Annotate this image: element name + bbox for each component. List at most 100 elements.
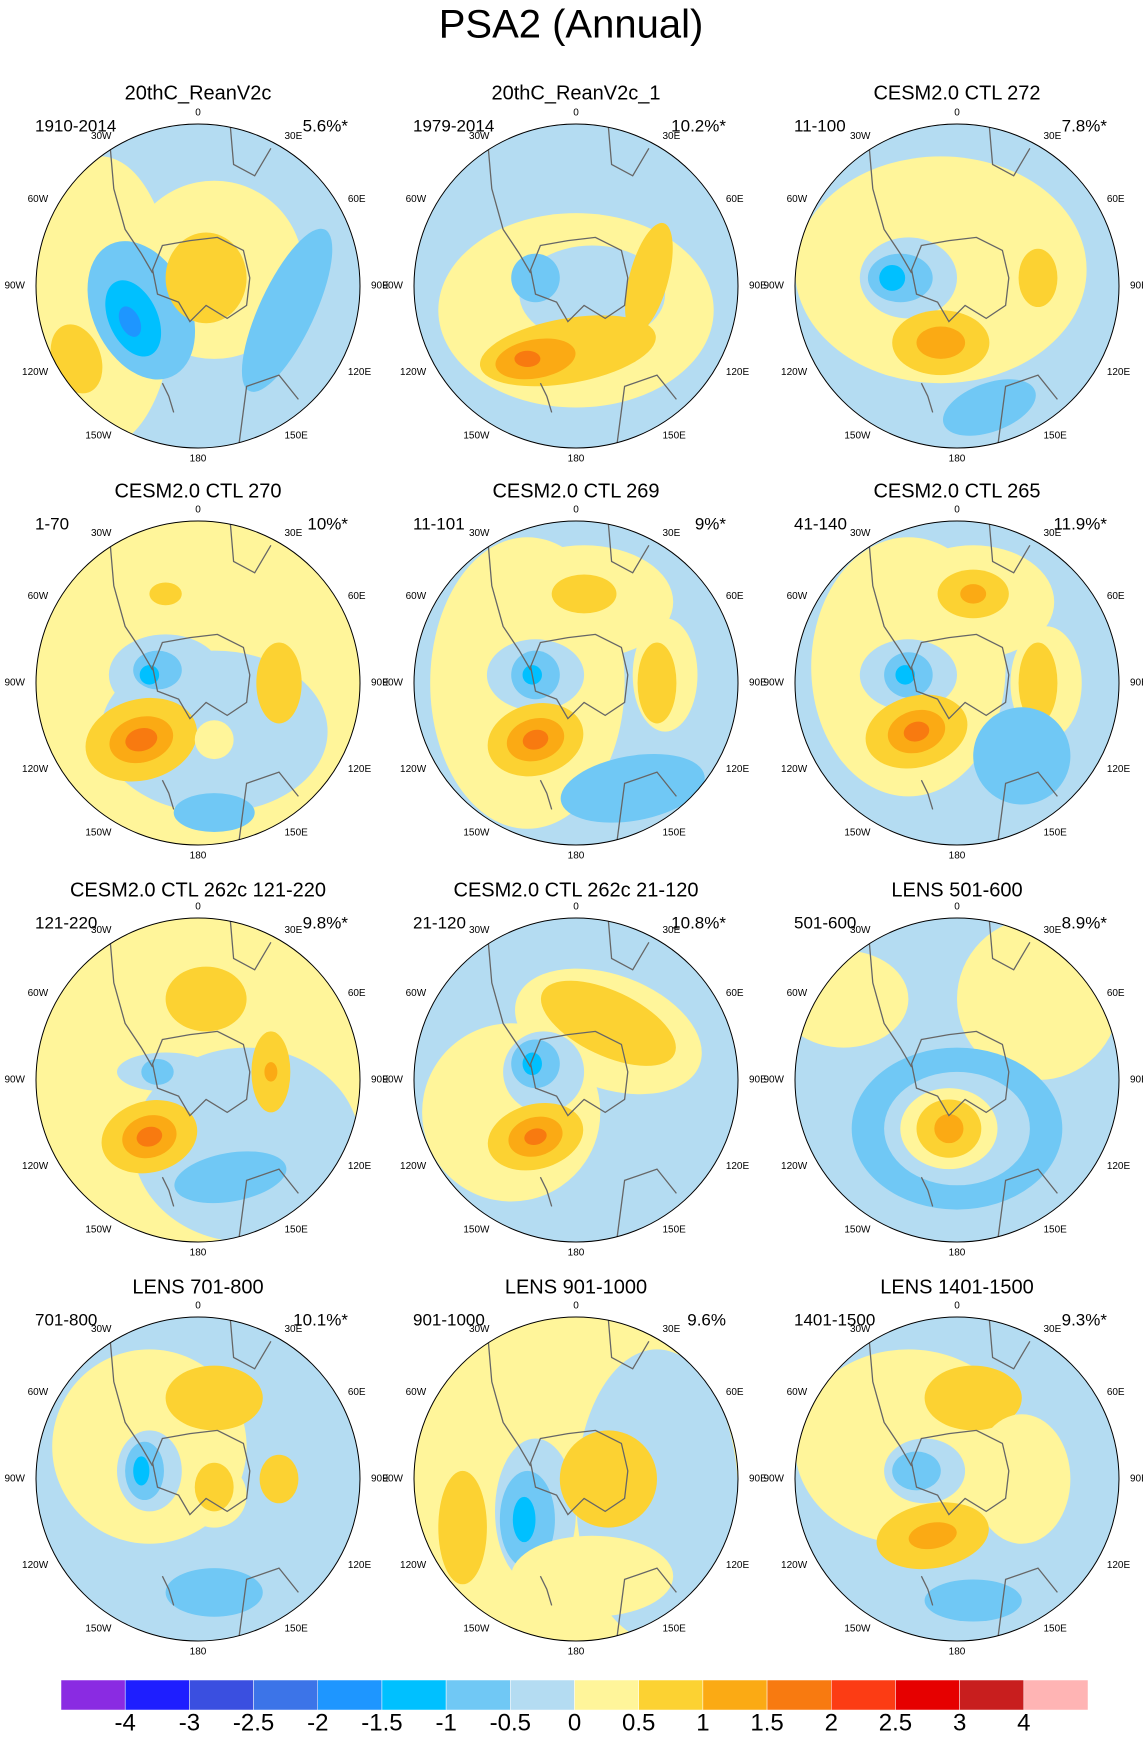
longitude-label: 30W — [91, 1324, 112, 1335]
longitude-label: 30W — [469, 1324, 490, 1335]
anomaly-region — [259, 1454, 299, 1504]
coastline — [529, 1030, 629, 1117]
longitude-label: 150E — [1044, 827, 1068, 838]
anomaly-region — [625, 222, 673, 333]
anomaly-region — [139, 665, 160, 685]
period-label: 1910-2014 — [35, 116, 116, 135]
longitude-label: 30E — [663, 1324, 681, 1335]
map-border — [413, 1316, 739, 1642]
coastline — [161, 779, 175, 810]
map — [414, 124, 738, 448]
longitude-label: 120W — [400, 764, 427, 775]
panel-title: LENS 901-1000 — [505, 1276, 647, 1298]
longitude-label: 150E — [285, 1224, 309, 1235]
longitude-label: 150E — [285, 827, 309, 838]
anomaly-region — [241, 228, 333, 392]
longitude-label: 30W — [850, 1324, 871, 1335]
longitude-label: 120W — [22, 1161, 49, 1172]
longitude-label: 90E — [371, 281, 389, 292]
longitude-label: 120E — [1107, 367, 1131, 378]
longitude-label: 120W — [400, 1560, 427, 1571]
anomaly-region — [256, 642, 302, 724]
coastline — [486, 1325, 532, 1467]
map — [414, 918, 738, 1242]
anomaly-region — [892, 1451, 941, 1491]
longitude-label: 90W — [382, 678, 403, 689]
anomaly-region — [165, 966, 247, 1032]
coastline — [151, 236, 251, 323]
anomaly-region — [551, 574, 617, 614]
map-border — [413, 917, 739, 1243]
variance-label: 10.2%* — [671, 116, 726, 135]
coastline — [237, 374, 299, 448]
anomaly-region — [924, 1365, 1022, 1431]
longitude-label: 60W — [787, 194, 808, 205]
map — [414, 521, 738, 845]
longitude-label: 150W — [85, 827, 112, 838]
anomaly-region — [118, 306, 142, 337]
longitude-label: 90E — [749, 1474, 767, 1485]
coastline — [539, 1575, 553, 1606]
longitude-label: 90E — [1130, 1075, 1143, 1086]
coastline — [867, 926, 913, 1068]
longitude-label: 120W — [22, 764, 49, 775]
colorbar-label: -1 — [435, 1709, 456, 1736]
colorbar-label: 2 — [825, 1709, 838, 1736]
longitude-label: 30E — [285, 131, 303, 142]
coastline — [607, 127, 650, 177]
variance-label: 9.8%* — [303, 913, 349, 932]
longitude-label: 0 — [954, 108, 960, 119]
longitude-label: 90W — [4, 678, 25, 689]
variance-label: 7.8%* — [1062, 116, 1108, 135]
longitude-label: 60E — [726, 194, 744, 205]
panel-title: 20thC_ReanV2c — [125, 82, 272, 104]
coastline — [161, 382, 175, 413]
coastline — [615, 771, 677, 845]
longitude-label: 90E — [1130, 678, 1143, 689]
coastline — [539, 779, 553, 810]
figure-title: PSA2 (Annual) — [439, 3, 704, 47]
colorbar-label: -2.5 — [233, 1709, 274, 1736]
anomaly-region — [194, 720, 234, 760]
anomaly-region — [141, 1058, 174, 1085]
longitude-label: 0 — [195, 505, 201, 516]
longitude-label: 30W — [91, 131, 112, 142]
anomaly-region — [524, 1128, 547, 1146]
longitude-label: 150W — [844, 1224, 871, 1235]
coastline — [151, 1030, 251, 1117]
anomaly-region — [165, 232, 247, 324]
panel-title: CESM2.0 CTL 269 — [492, 480, 659, 502]
longitude-label: 150E — [663, 1623, 687, 1634]
longitude-label: 60E — [1107, 988, 1125, 999]
longitude-label: 30W — [469, 925, 490, 936]
longitude-label: 60E — [348, 1387, 366, 1398]
longitude-label: 120E — [726, 1560, 750, 1571]
colorbar-label: 0.5 — [622, 1709, 655, 1736]
colorbar-label: 1.5 — [750, 1709, 783, 1736]
longitude-label: 30W — [469, 131, 490, 142]
longitude-label: 0 — [954, 902, 960, 913]
longitude-label: 0 — [195, 108, 201, 119]
coastline — [615, 1567, 677, 1641]
panel-title: LENS 701-800 — [132, 1276, 263, 1298]
longitude-label: 90W — [4, 1075, 25, 1086]
longitude-label: 30E — [663, 925, 681, 936]
anomaly-region — [637, 642, 677, 724]
anomaly-region — [173, 793, 255, 833]
coastline — [607, 1320, 650, 1370]
map-border — [35, 1316, 361, 1642]
longitude-label: 30E — [1044, 925, 1062, 936]
anomaly-region — [512, 1496, 536, 1543]
longitude-label: 30E — [1044, 131, 1062, 142]
colorbar-box — [702, 1679, 768, 1711]
longitude-label: 120E — [1107, 1560, 1131, 1571]
longitude-label: 60W — [787, 988, 808, 999]
longitude-label: 60W — [28, 194, 49, 205]
anomaly-region — [165, 1365, 263, 1431]
map — [795, 1317, 1119, 1641]
variance-label: 11.9%* — [1053, 514, 1107, 533]
anomaly-region — [1018, 248, 1058, 308]
longitude-label: 120W — [781, 764, 808, 775]
colorbar-label: 3 — [953, 1709, 966, 1736]
longitude-label: 60E — [726, 988, 744, 999]
